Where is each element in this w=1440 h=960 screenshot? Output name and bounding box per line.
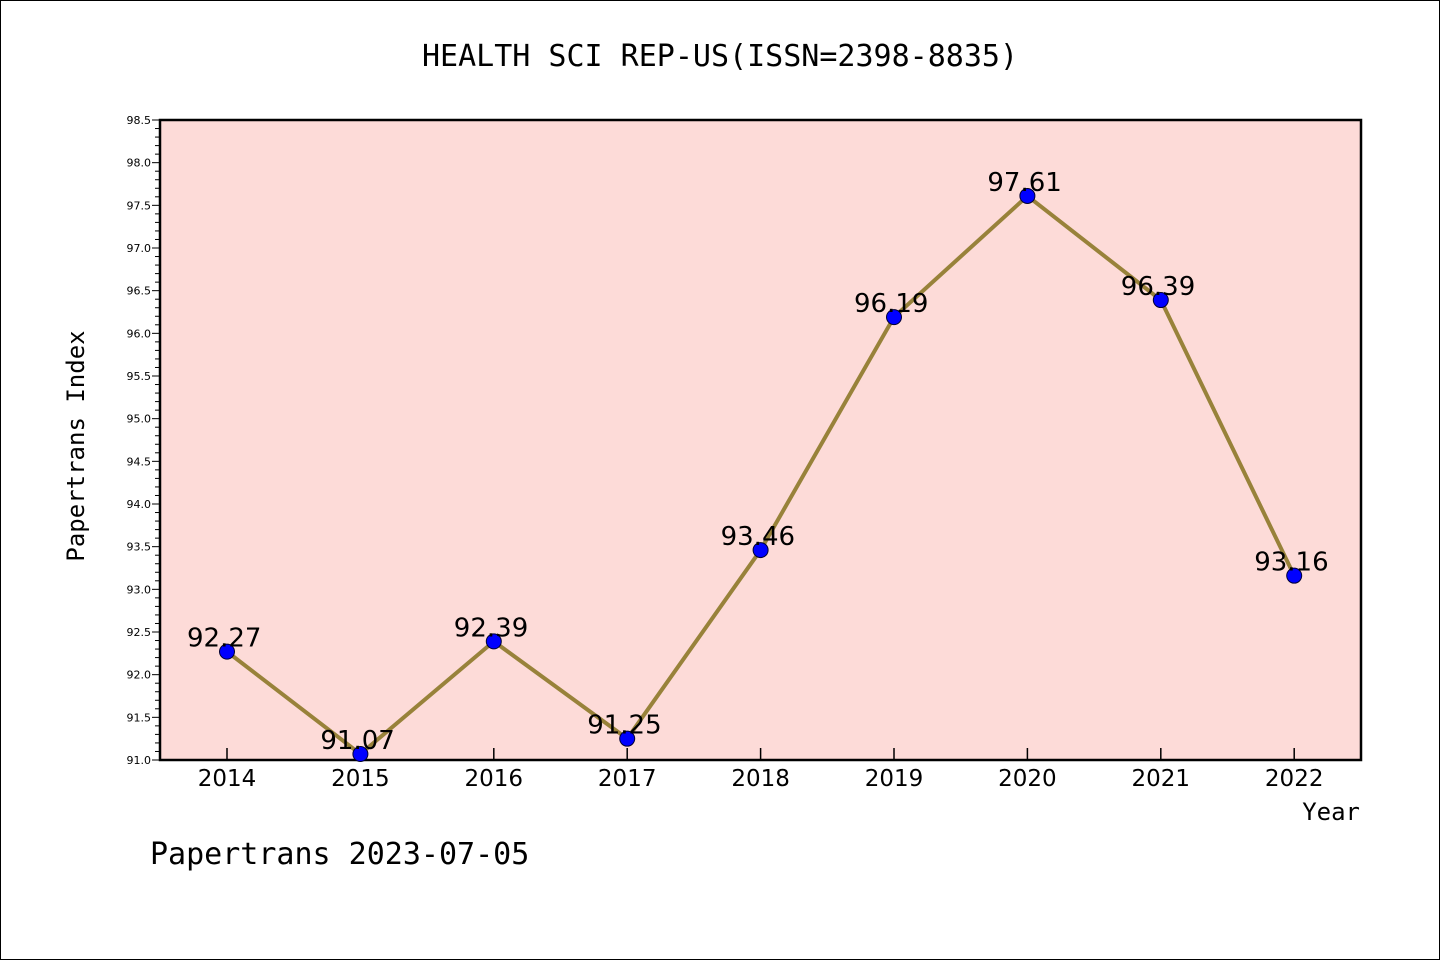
x-tick-label: 2017: [598, 766, 657, 792]
data-label: 96.19: [854, 289, 928, 319]
data-label: 91.25: [587, 711, 661, 741]
x-tick-label: 2021: [1132, 766, 1191, 792]
data-point: [1286, 567, 1303, 584]
y-tick-label: 94.0: [127, 498, 152, 511]
data-label: 93.46: [721, 522, 795, 552]
x-tick-label: 2020: [998, 766, 1057, 792]
data-label: 93.16: [1254, 548, 1328, 578]
y-tick-label: 98.0: [127, 157, 152, 170]
y-tick-label: 98.5: [127, 114, 152, 127]
y-tick-label: 94.5: [127, 455, 152, 468]
y-tick-label: 92.0: [127, 669, 152, 682]
x-axis-ticks: 2014 2015 2016 2017 2018 2019 2020 2021 2022: [198, 748, 1324, 792]
data-point: [752, 542, 769, 559]
data-point: [352, 746, 369, 763]
data-point: [1152, 292, 1169, 309]
x-tick-label: 2014: [198, 766, 257, 792]
y-tick-label: 93.5: [127, 541, 152, 554]
data-label: 92.27: [187, 624, 261, 654]
y-tick-label: 92.5: [127, 626, 152, 639]
data-label: 96.39: [1121, 272, 1195, 302]
footer-date-stamp: Papertrans 2023-07-05: [150, 837, 529, 872]
y-tick-label: 97.0: [127, 242, 152, 255]
y-tick-label: 96.5: [127, 285, 152, 298]
data-label: 97.61: [987, 168, 1061, 198]
y-tick-label: 95.5: [127, 370, 152, 383]
y-tick-label: 93.0: [127, 583, 152, 596]
x-tick-label: 2022: [1265, 766, 1324, 792]
data-series: [219, 187, 1303, 763]
x-axis-label: Year: [1302, 798, 1360, 826]
plot-area: [158, 118, 1363, 762]
x-tick-label: 2019: [865, 766, 924, 792]
data-label: 92.39: [454, 613, 528, 643]
y-tick-label: 95.0: [127, 413, 152, 426]
x-tick-label: 2015: [331, 766, 390, 792]
data-label: 91.07: [320, 726, 394, 756]
x-tick-label: 2016: [465, 766, 524, 792]
chart-title: HEALTH SCI REP-US(ISSN=2398-8835): [422, 39, 1018, 74]
y-tick-label: 96.0: [127, 327, 152, 340]
data-point: [1019, 187, 1036, 204]
data-point: [219, 643, 235, 660]
x-tick-label: 2018: [731, 766, 790, 792]
data-labels: 92.27 91.07 92.39 91.25 93.46 96.19 97.61 96.39…: [187, 168, 1329, 756]
data-point: [886, 309, 902, 326]
data-point: [619, 730, 636, 747]
y-tick-label: 97.5: [127, 199, 152, 212]
y-axis-ticks: 91.0 91.5 92.0 92.5 93.0 93.5 94.0 94.5 95.0 95.5…: [127, 114, 160, 767]
y-axis-label: Papertrans Index: [62, 330, 90, 561]
y-tick-label: 91.5: [127, 711, 152, 724]
data-point: [485, 633, 502, 650]
y-tick-label: 91.0: [127, 754, 152, 767]
